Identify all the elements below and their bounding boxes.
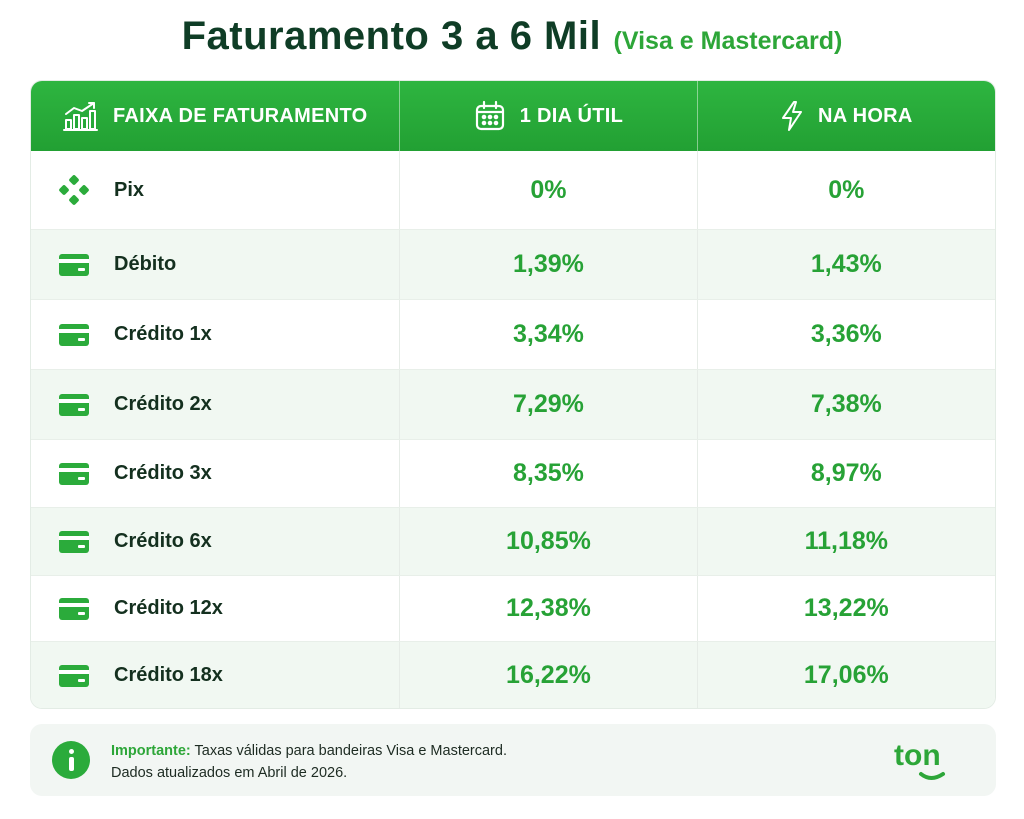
card-icon: [59, 393, 89, 416]
rate-cell-1-dia-util: 7,29%: [399, 370, 696, 439]
rate-value: 8,35%: [513, 459, 584, 487]
rate-cell-1-dia-util: 0%: [399, 151, 696, 229]
lightning-icon: [781, 101, 802, 131]
table-row: Crédito 3x 8,35% 8,97%: [31, 439, 995, 507]
rate-cell-1-dia-util: 8,35%: [399, 440, 696, 507]
rate-value: 3,36%: [810, 320, 882, 348]
ton-logo: ton: [894, 738, 960, 789]
rate-value: 12,38%: [506, 594, 591, 622]
card-icon: [59, 253, 89, 276]
table-header: FAIXA DE FATURAMENTO 1 DIA ÚTIL NA HORA: [31, 81, 995, 151]
calendar-icon: [475, 100, 504, 131]
note-text: Importante: Taxas válidas para bandeiras…: [111, 740, 507, 784]
row-label: Crédito 2x: [114, 393, 212, 415]
rate-cell-na-hora: 11,18%: [696, 508, 995, 575]
column-header-label: 1 DIA ÚTIL: [519, 104, 624, 127]
table-row: Crédito 2x 7,29% 7,38%: [31, 369, 995, 439]
rate-cell-na-hora: 0%: [696, 151, 995, 229]
rate-cell-na-hora: 13,22%: [696, 576, 995, 641]
rate-cell-1-dia-util: 12,38%: [399, 576, 696, 641]
row-label: Crédito 6x: [114, 530, 212, 552]
table-row: Débito 1,39% 1,43%: [31, 229, 995, 299]
table-row: Pix 0% 0%: [31, 151, 995, 229]
rate-value: 8,97%: [810, 459, 882, 487]
row-label: Crédito 3x: [114, 462, 212, 484]
ton-logo-icon: ton: [894, 739, 945, 780]
row-label: Débito: [114, 253, 177, 275]
table-row: Crédito 12x 12,38% 13,22%: [31, 575, 995, 641]
rate-cell-na-hora: 8,97%: [696, 440, 995, 507]
table-body: Pix 0% 0% Débito 1,39% 1,43% Crédito 1x 3,34% 3,…: [31, 151, 995, 708]
rate-cell-1-dia-util: 16,22%: [399, 642, 696, 708]
row-label-cell: Crédito 2x: [31, 370, 399, 439]
rates-table: FAIXA DE FATURAMENTO 1 DIA ÚTIL NA HORA: [30, 80, 996, 709]
row-label-cell: Crédito 12x: [31, 576, 399, 641]
row-label-cell: Crédito 18x: [31, 642, 399, 708]
row-label-cell: Crédito 6x: [31, 508, 399, 575]
rate-value: 0%: [530, 175, 567, 204]
page-subtitle: (Visa e Mastercard): [613, 27, 843, 55]
card-icon: [59, 597, 89, 620]
rate-value: 0%: [828, 175, 865, 204]
pix-icon: [59, 175, 89, 205]
note-strong: Importante:: [111, 743, 191, 759]
table-row: Crédito 18x 16,22% 17,06%: [31, 641, 995, 708]
row-label: Crédito 12x: [114, 597, 223, 619]
rate-cell-1-dia-util: 3,34%: [399, 300, 696, 369]
row-label: Pix: [114, 178, 145, 201]
note-line-2: Dados atualizados em Abril de 2026.: [111, 765, 348, 781]
card-icon: [59, 664, 89, 687]
column-header-1-dia-util: 1 DIA ÚTIL: [399, 81, 696, 151]
rate-cell-na-hora: 3,36%: [696, 300, 995, 369]
column-header-na-hora: NA HORA: [696, 81, 995, 151]
logo-text: ton: [894, 739, 941, 772]
rate-value: 3,34%: [513, 320, 584, 348]
card-icon: [59, 530, 89, 553]
info-note: Importante: Taxas válidas para bandeiras…: [30, 724, 996, 796]
row-label: Crédito 1x: [114, 323, 212, 345]
info-icon: [52, 741, 90, 779]
rate-cell-1-dia-util: 1,39%: [399, 230, 696, 299]
card-icon: [59, 462, 89, 485]
rate-cell-na-hora: 7,38%: [696, 370, 995, 439]
page-header: Faturamento 3 a 6 Mil (Visa e Mastercard…: [0, 14, 1024, 59]
rate-value: 13,22%: [803, 594, 889, 622]
column-header-label: FAIXA DE FATURAMENTO: [113, 104, 368, 127]
rate-value: 17,06%: [803, 661, 889, 689]
table-row: Crédito 6x 10,85% 11,18%: [31, 507, 995, 575]
rate-value: 1,43%: [810, 250, 882, 278]
bar-chart-trend-icon: [63, 102, 98, 131]
rate-value: 7,29%: [513, 390, 584, 418]
rate-cell-na-hora: 17,06%: [696, 642, 995, 708]
column-header-faixa: FAIXA DE FATURAMENTO: [31, 81, 399, 151]
rate-cell-na-hora: 1,43%: [696, 230, 995, 299]
rate-value: 7,38%: [810, 390, 882, 418]
row-label: Crédito 18x: [114, 664, 223, 686]
card-icon: [59, 323, 89, 346]
column-header-label: NA HORA: [817, 104, 913, 127]
rate-value: 1,39%: [513, 250, 584, 278]
row-label-cell: Pix: [31, 151, 399, 229]
row-label-cell: Crédito 1x: [31, 300, 399, 369]
table-row: Crédito 1x 3,34% 3,36%: [31, 299, 995, 369]
row-label-cell: Débito: [31, 230, 399, 299]
rate-cell-1-dia-util: 10,85%: [399, 508, 696, 575]
rate-value: 10,85%: [506, 527, 591, 555]
note-line-1: Taxas válidas para bandeiras Visa e Mast…: [194, 743, 507, 759]
rate-value: 16,22%: [506, 661, 591, 689]
rate-value: 11,18%: [804, 527, 889, 555]
page-title: Faturamento 3 a 6 Mil: [181, 14, 602, 58]
row-label-cell: Crédito 3x: [31, 440, 399, 507]
